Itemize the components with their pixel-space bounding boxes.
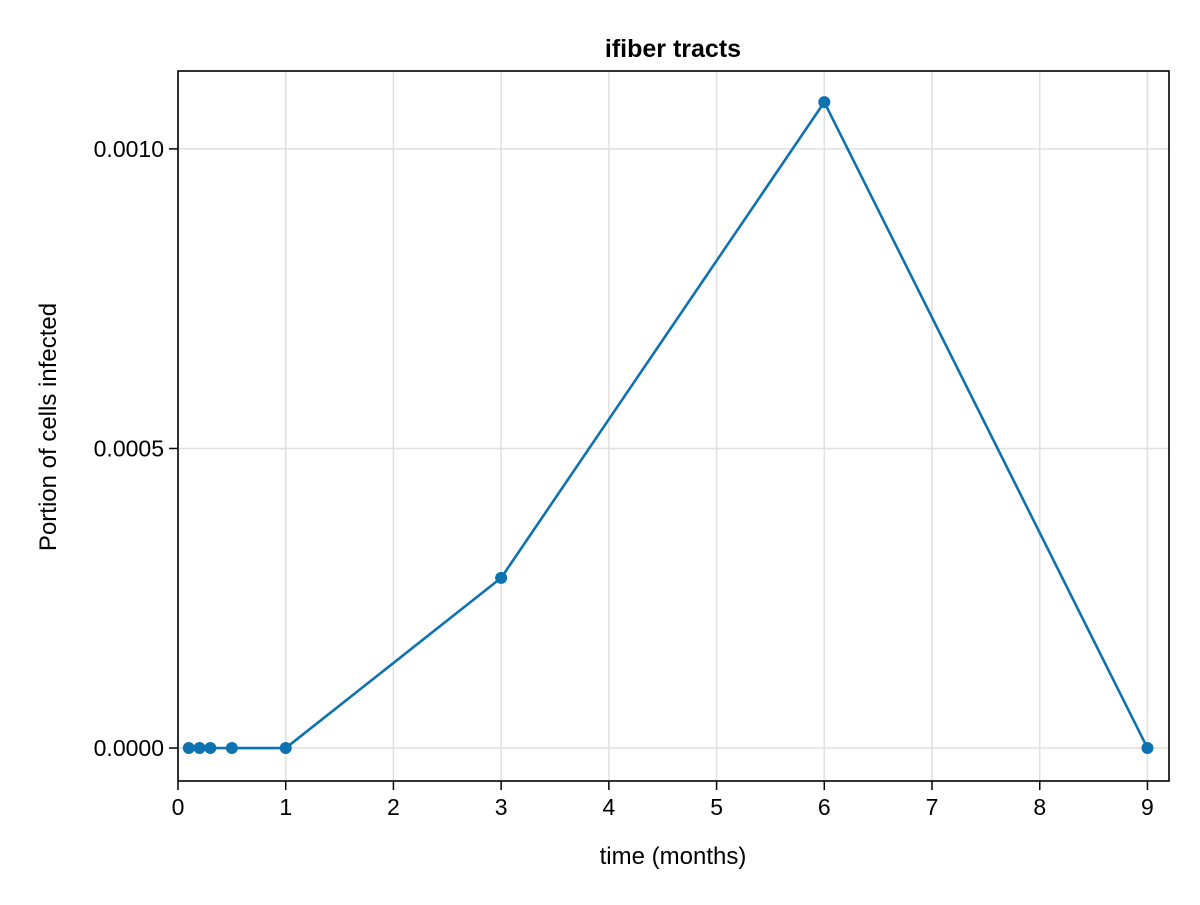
series-line [188, 100, 1149, 750]
x-tick-label: 4 [602, 794, 615, 820]
chart-title: ifiber tracts [605, 35, 741, 63]
series-layer [182, 96, 1154, 755]
data-point [1141, 742, 1154, 755]
x-tick-label: 2 [387, 794, 400, 820]
y-tick-label: 0.0000 [94, 735, 164, 761]
data-point [193, 742, 206, 755]
data-point [818, 96, 831, 109]
x-tick-label: 8 [1033, 794, 1046, 820]
x-tick-label: 5 [710, 794, 723, 820]
y-tick-label: 0.0005 [94, 435, 164, 461]
x-tick-label: 1 [279, 794, 292, 820]
y-axis-label: Portion of cells infected [35, 303, 62, 551]
data-point [204, 742, 217, 755]
x-axis-label: time (months) [600, 843, 747, 870]
x-tick-label: 0 [172, 794, 185, 820]
y-tick-label: 0.0010 [94, 136, 164, 162]
data-point [182, 742, 195, 755]
x-tick-label: 9 [1141, 794, 1154, 820]
x-tick-label: 3 [495, 794, 508, 820]
x-tick-label: 7 [926, 794, 939, 820]
plot-frame [177, 70, 1170, 782]
data-point [225, 742, 238, 755]
tick-layer: 0 1 2 3 4 5 6 7 8 9 0.0000 0.0005 0.0010 [94, 136, 1154, 820]
x-tick-label: 6 [818, 794, 831, 820]
data-point [279, 742, 292, 755]
data-point [495, 571, 508, 584]
grid-layer [177, 71, 1169, 781]
